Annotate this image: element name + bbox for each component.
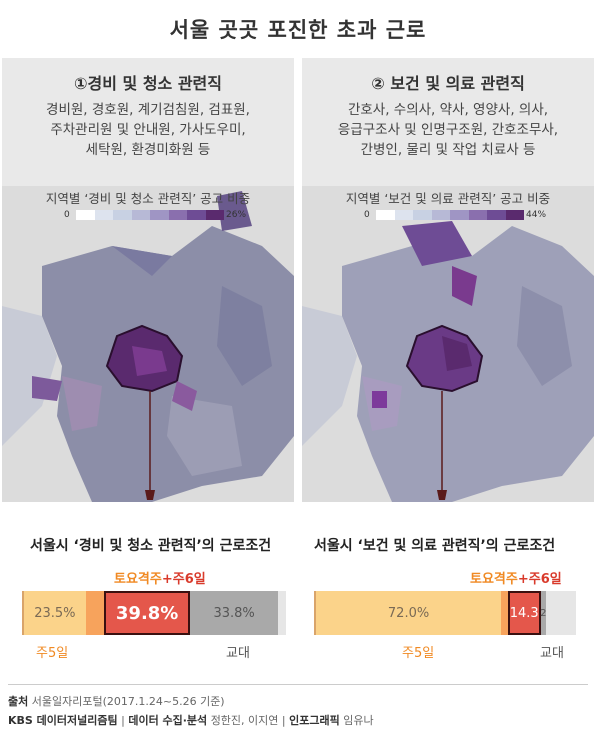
bar-segment-sat-biweekly xyxy=(501,591,508,635)
panel-description: 경비원, 경호원, 계기검침원, 검표원, 주차관리원 및 안내원, 가사도우미… xyxy=(2,100,294,160)
infographic-name: 임유나 xyxy=(343,714,374,727)
page-title: 서울 곳곳 포진한 초과 근로 xyxy=(169,18,427,42)
data-label: 데이터 수집·분석 xyxy=(128,714,208,727)
panel-title: ② 보건 및 의료 관련직 xyxy=(371,74,525,93)
map-caption: 지역별 ‘보건 및 의료 관련직’ 공고 비중 xyxy=(345,191,551,206)
infographic-label: 인포그래픽 xyxy=(289,714,340,727)
bar-segment-five-day: 72.0% xyxy=(316,591,502,635)
bar-segment-other xyxy=(278,591,286,635)
footer-divider xyxy=(8,684,588,685)
map-graphic xyxy=(2,186,294,502)
legend-max-label: 26% xyxy=(226,210,247,220)
sat-biweekly-label: 토요격주 xyxy=(114,572,162,587)
source-text: 서울일자리포털(2017.1.24~5.26 기준) xyxy=(31,695,225,708)
desc-line: 간병인, 물리 및 작업 치료사 등 xyxy=(360,142,536,158)
desc-line: 세탁원, 환경미화원 등 xyxy=(85,142,211,158)
map-health-medical: 지역별 ‘보건 및 의료 관련직’ 공고 비중 0 44% xyxy=(302,186,594,502)
legend-min-label: 0 xyxy=(64,210,70,220)
bar-segment-shift: 2 xyxy=(540,591,547,635)
bar-segment-edge xyxy=(22,591,25,635)
desc-line: 응급구조사 및 인명구조원, 간호조무사, xyxy=(337,122,559,138)
shift-label: 교대 xyxy=(226,646,250,661)
bar-segment-six-day: 39.8% xyxy=(104,591,190,635)
panel-security-cleaning: ①경비 및 청소 관련직 경비원, 경호원, 계기검침원, 검표원, 주차관리원… xyxy=(2,58,294,186)
sat-six-day-legend: 토요격주+주6일 xyxy=(470,568,562,587)
legend-max-label: 44% xyxy=(526,210,547,220)
source-label: 출처 xyxy=(8,695,29,708)
bar-segment-six-day: 14.3 xyxy=(507,591,541,635)
desc-line: 경비원, 경호원, 계기검침원, 검표원, xyxy=(46,102,250,118)
panel-health-medical: ② 보건 및 의료 관련직 간호사, 수의사, 약사, 영양사, 의사, 응급구… xyxy=(302,58,594,186)
stacked-bar: 72.0% 14.3 2 xyxy=(314,591,576,635)
color-legend xyxy=(76,210,224,220)
footer-credits: KBS 데이터저널리즘팀 | 데이터 수집·분석 정한진, 이지연 | 인포그래… xyxy=(8,714,374,727)
sat-biweekly-label: 토요격주 xyxy=(470,572,518,587)
desc-line: 간호사, 수의사, 약사, 영양사, 의사, xyxy=(347,102,549,118)
shift-label: 교대 xyxy=(540,646,564,661)
bar-segment-other xyxy=(545,591,576,635)
map-graphic xyxy=(302,186,594,502)
six-day-label: 주6일 xyxy=(172,572,206,587)
plus-sign: + xyxy=(517,572,529,587)
five-day-label: 주5일 xyxy=(36,646,69,661)
six-day-label: 주6일 xyxy=(528,572,562,587)
panel-title: ①경비 및 청소 관련직 xyxy=(73,74,223,93)
team-name: KBS 데이터저널리즘팀 xyxy=(8,714,118,727)
footer-source: 출처 서울일자리포털(2017.1.24~5.26 기준) xyxy=(8,693,225,709)
desc-line: 주차관리원 및 안내원, 가사도우미, xyxy=(50,122,246,138)
color-legend xyxy=(376,210,524,220)
five-day-label: 주5일 xyxy=(402,646,435,661)
panel-description: 간호사, 수의사, 약사, 영양사, 의사, 응급구조사 및 인명구조원, 간호… xyxy=(302,100,594,160)
map-caption: 지역별 ‘경비 및 청소 관련직’ 공고 비중 xyxy=(45,191,251,206)
working-conditions-title: 서울시 ‘보건 및 의료 관련직’의 근로조건 xyxy=(314,538,556,554)
legend-min-label: 0 xyxy=(364,210,370,220)
data-names: 정한진, 이지연 xyxy=(210,714,279,727)
working-conditions-title: 서울시 ‘경비 및 청소 관련직’의 근로조건 xyxy=(30,538,272,554)
bar-segment-sat-biweekly xyxy=(85,591,105,635)
bar-segment-five-day: 23.5% xyxy=(24,591,86,635)
sat-six-day-legend: 토요격주+주6일 xyxy=(114,568,206,587)
bar-segment-edge xyxy=(314,591,317,635)
bar-segment-shift: 33.8% xyxy=(189,591,279,635)
map-security-cleaning: 지역별 ‘경비 및 청소 관련직’ 공고 비중 0 26% xyxy=(2,186,294,502)
plus-sign: + xyxy=(161,572,173,587)
stacked-bar: 23.5% 39.8% 33.8% xyxy=(22,591,286,635)
